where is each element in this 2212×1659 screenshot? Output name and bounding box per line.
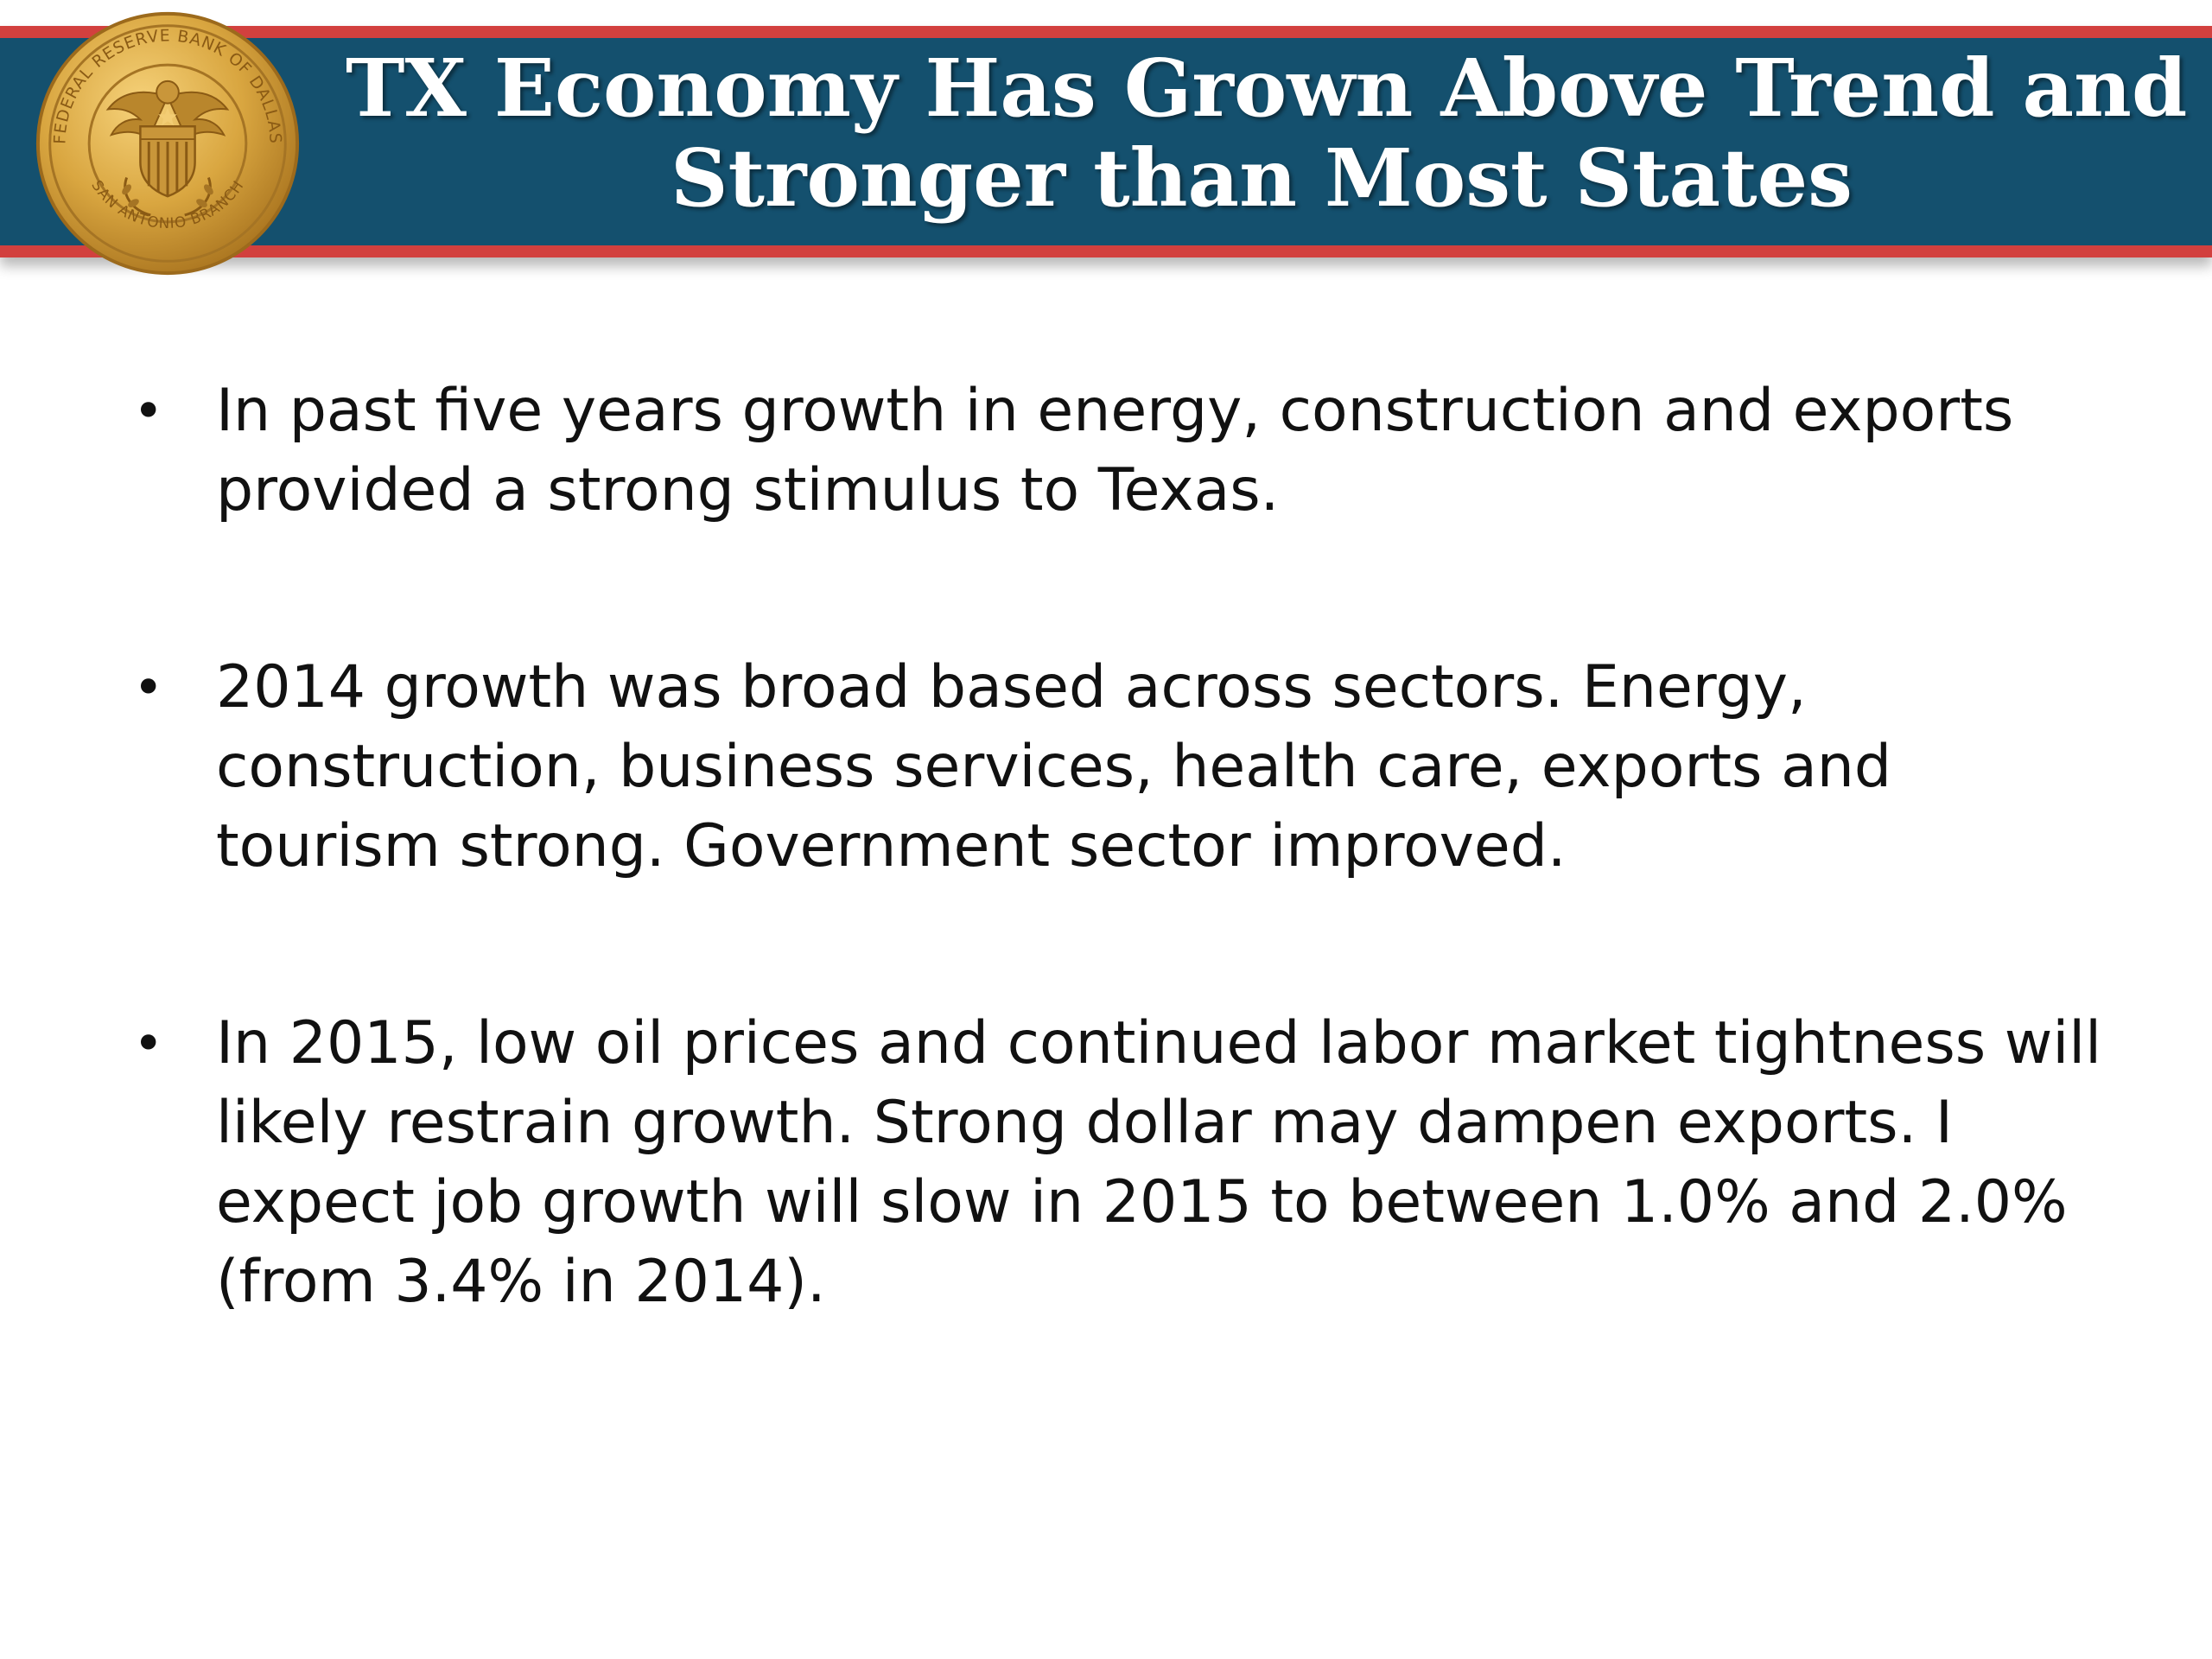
- bullet-item: • In 2015, low oil prices and continued …: [130, 1004, 2117, 1322]
- bullet-item: • In past five years growth in energy, c…: [130, 372, 2117, 531]
- bullet-marker: •: [133, 1014, 164, 1074]
- bullet-marker: •: [133, 658, 164, 718]
- bullet-list: • In past five years growth in energy, c…: [130, 372, 2117, 1322]
- title-banner: [0, 26, 2212, 257]
- bullet-text: In 2015, low oil prices and continued la…: [216, 1009, 2102, 1316]
- slide-title-line-1: TX Economy Has Grown Above Trend and: [346, 41, 2188, 135]
- slide-title-line-2: Stronger than Most States: [671, 131, 1853, 225]
- slide-title: TX Economy Has Grown Above Trend and Str…: [346, 41, 2188, 225]
- bullet-item: • 2014 growth was broad based across sec…: [130, 648, 2117, 887]
- title-banner-fill: [0, 38, 2212, 245]
- bullet-text: 2014 growth was broad based across secto…: [216, 653, 1892, 880]
- federal-reserve-seal-icon: FEDERAL RESERVE BANK OF DALLAS SAN ANTON…: [31, 7, 304, 280]
- bullet-marker: •: [133, 381, 164, 442]
- bullet-text: In past five years growth in energy, con…: [216, 377, 2014, 524]
